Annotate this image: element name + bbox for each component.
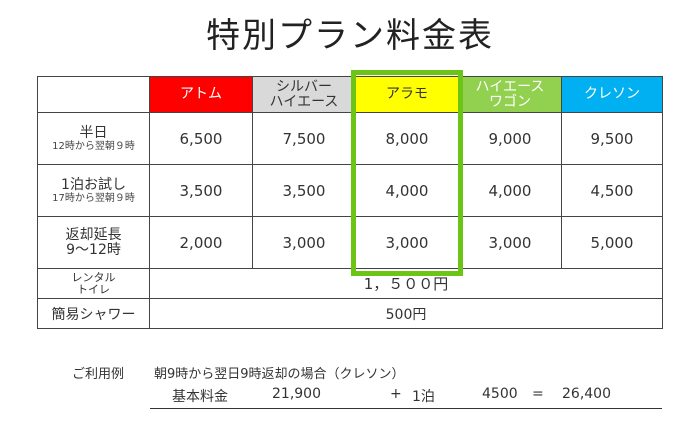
price-cell: 2,000: [149, 216, 253, 269]
table-row-rental-toilet: レンタル トイレ 1，５００円: [37, 268, 663, 299]
header-silver-hiace: シルバー ハイエース: [252, 76, 356, 113]
header-crayon: クレソン: [561, 76, 663, 113]
shower-price-cell: 500円: [149, 298, 663, 329]
price-cell: 4,500: [561, 164, 663, 217]
price-cell: 6,500: [149, 112, 253, 165]
header-silver-hiace-line1: シルバー: [276, 78, 332, 95]
row-label-sub: 17時から翌朝９時: [52, 192, 135, 204]
price-cell: 9,000: [458, 112, 562, 165]
page-title: 特別プラン料金表: [206, 16, 494, 56]
row-label-return-extension: 返却延長 9～12時: [37, 216, 150, 269]
header-alamo-label: アラモ: [386, 86, 428, 102]
total-value: 26,400: [562, 386, 611, 402]
equals-sign: =: [532, 386, 544, 402]
plus-sign: +: [390, 386, 402, 402]
base-fee-label: 基本料金: [172, 389, 228, 405]
header-hiace-wagon-line2: ワゴン: [489, 93, 531, 110]
table-row-trial-night: 1泊お試し 17時から翌朝９時 3,500 3,500 4,000 4,000 …: [37, 164, 663, 217]
header-hiace-wagon: ハイエース ワゴン: [458, 76, 562, 113]
row-label-shower: 簡易シャワー: [37, 298, 150, 329]
header-crayon-label: クレソン: [584, 86, 640, 102]
price-table: アトム シルバー ハイエース アラモ ハイエース ワゴン クレソン 半日 12時…: [37, 76, 663, 329]
row-label-trial-night: 1泊お試し 17時から翌朝９時: [37, 164, 150, 217]
price-cell: 8,000: [355, 112, 459, 165]
header-silver-hiace-line2: ハイエース: [269, 93, 339, 110]
base-fee-value: 21,900: [272, 386, 321, 402]
row-label-line2: トイレ: [77, 282, 110, 296]
header-hiace-wagon-line1: ハイエース: [475, 78, 545, 95]
price-cell: 3,500: [252, 164, 356, 217]
row-label-main: 1泊お試し: [61, 176, 126, 193]
header-row: アトム シルバー ハイエース アラモ ハイエース ワゴン クレソン: [37, 76, 663, 113]
row-label-sub: 12時から翌朝９時: [52, 140, 135, 152]
table-row-return-extension: 返却延長 9～12時 2,000 3,000 3,000 3,000 5,000: [37, 216, 663, 269]
price-cell: 3,000: [458, 216, 562, 269]
example-description: 朝9時から翌日9時返却の場合（クレソン）: [154, 367, 405, 382]
header-alamo: アラモ: [355, 76, 459, 113]
toilet-price-cell: 1，５００円: [149, 268, 663, 299]
example-calculation: 基本料金 21,900 + 1泊 4500 = 26,400: [150, 386, 662, 409]
table-row-shower: 簡易シャワー 500円: [37, 298, 663, 329]
row-label-line1: レンタル: [71, 270, 116, 284]
row-label-main: 返却延長: [65, 226, 122, 243]
row-label-main: 半日: [79, 124, 108, 141]
nights-label: 1泊: [412, 389, 435, 405]
row-label-half-day: 半日 12時から翌朝９時: [37, 112, 150, 165]
night-fee-value: 4500: [482, 386, 518, 402]
price-cell: 9,500: [561, 112, 663, 165]
price-cell: 3,500: [149, 164, 253, 217]
table-row-half-day: 半日 12時から翌朝９時 6,500 7,500 8,000 9,000 9,5…: [37, 112, 663, 165]
row-label-rental-toilet: レンタル トイレ: [37, 268, 150, 299]
price-cell: 4,000: [355, 164, 459, 217]
price-cell: 4,000: [458, 164, 562, 217]
price-cell: 5,000: [561, 216, 663, 269]
example-label: ご利用例: [72, 367, 125, 382]
price-cell: 3,000: [252, 216, 356, 269]
price-cell: 7,500: [252, 112, 356, 165]
price-cell: 3,000: [355, 216, 459, 269]
header-corner: [37, 76, 150, 113]
row-label-sub: 9～12時: [66, 241, 121, 258]
header-atom-label: アトム: [180, 86, 222, 102]
header-atom: アトム: [149, 76, 253, 113]
